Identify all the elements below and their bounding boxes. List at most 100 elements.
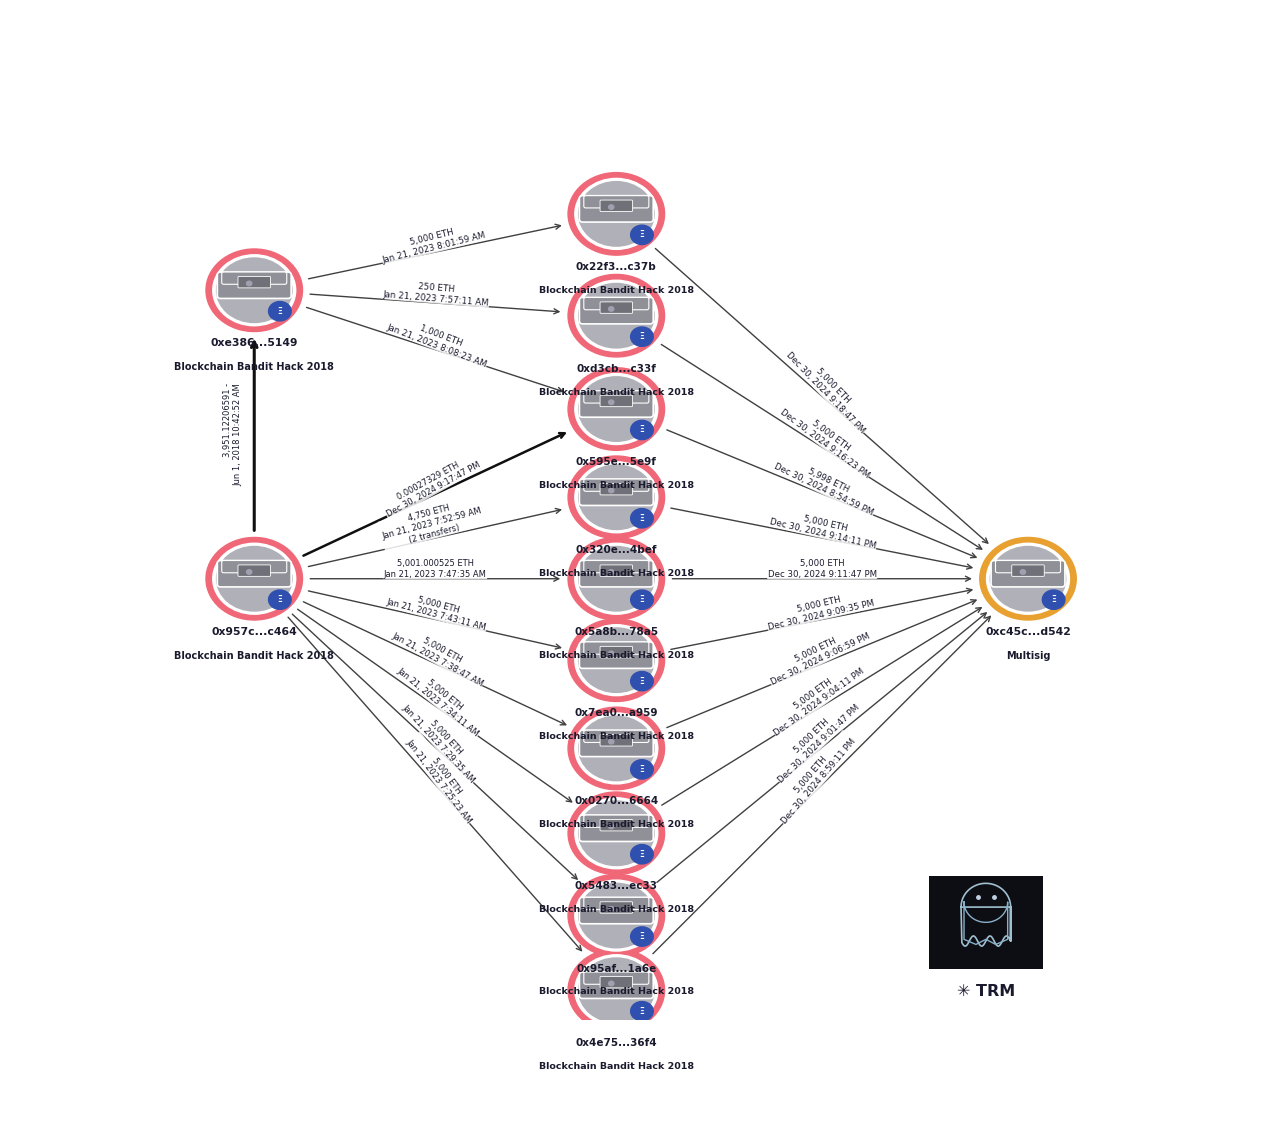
FancyBboxPatch shape (600, 902, 632, 913)
Circle shape (568, 619, 664, 701)
Circle shape (206, 249, 302, 331)
FancyBboxPatch shape (600, 976, 632, 988)
Text: 5,000 ETH
Dec 30, 2024 9:11:47 PM: 5,000 ETH Dec 30, 2024 9:11:47 PM (768, 559, 877, 579)
Text: 0x4e75...36f4: 0x4e75...36f4 (576, 1038, 657, 1049)
Text: 0x0270...6664: 0x0270...6664 (575, 796, 658, 807)
Text: 0.00027329 ETH
Dec 30, 2024 9:17:47 PM: 0.00027329 ETH Dec 30, 2024 9:17:47 PM (380, 452, 481, 519)
Circle shape (216, 258, 292, 322)
Circle shape (269, 590, 291, 610)
Text: 5,000 ETH
Jan 21, 2023 7:38:47 AM: 5,000 ETH Jan 21, 2023 7:38:47 AM (390, 622, 490, 689)
FancyBboxPatch shape (580, 391, 653, 417)
FancyBboxPatch shape (584, 897, 649, 910)
Text: Ξ: Ξ (640, 1006, 644, 1015)
FancyBboxPatch shape (218, 272, 291, 298)
FancyBboxPatch shape (584, 815, 649, 827)
Circle shape (579, 465, 654, 529)
Text: Ξ: Ξ (1051, 595, 1056, 604)
FancyBboxPatch shape (580, 897, 653, 924)
Text: 1,000 ETH
Jan 21, 2023 8:08:23 AM: 1,000 ETH Jan 21, 2023 8:08:23 AM (385, 313, 492, 369)
Circle shape (579, 884, 654, 948)
FancyBboxPatch shape (600, 646, 632, 658)
Text: 0x5a8b...78a5: 0x5a8b...78a5 (575, 627, 658, 637)
FancyBboxPatch shape (221, 272, 287, 284)
Circle shape (575, 543, 658, 614)
Text: 5,000 ETH
Dec 30, 2024 9:01:47 PM: 5,000 ETH Dec 30, 2024 9:01:47 PM (769, 696, 861, 785)
Text: 0xe386...5149: 0xe386...5149 (210, 338, 298, 348)
Text: 0x5483...ec33: 0x5483...ec33 (575, 881, 658, 892)
Circle shape (568, 456, 664, 539)
Circle shape (575, 798, 658, 869)
FancyBboxPatch shape (600, 201, 632, 212)
Circle shape (575, 955, 658, 1026)
Text: 5,000 ETH
Dec 30, 2024 9:06:59 PM: 5,000 ETH Dec 30, 2024 9:06:59 PM (764, 622, 872, 688)
Circle shape (631, 421, 653, 440)
Circle shape (631, 509, 653, 528)
FancyBboxPatch shape (584, 642, 649, 654)
Circle shape (568, 874, 664, 957)
FancyBboxPatch shape (929, 876, 1043, 970)
Circle shape (568, 173, 664, 256)
Circle shape (568, 707, 664, 790)
Text: 5,000 ETH
Dec 30, 2024 9:16:23 PM: 5,000 ETH Dec 30, 2024 9:16:23 PM (778, 399, 878, 480)
Circle shape (575, 462, 658, 533)
Circle shape (206, 537, 302, 620)
Circle shape (269, 301, 291, 321)
Circle shape (575, 713, 658, 784)
Circle shape (247, 281, 252, 285)
Text: Blockchain Bandit Hack 2018: Blockchain Bandit Hack 2018 (539, 570, 694, 578)
Text: 5,998 ETH
Dec 30, 2024 8:54:59 PM: 5,998 ETH Dec 30, 2024 8:54:59 PM (773, 453, 879, 518)
Text: 5,000 ETH
Dec 30, 2024 8:59:11 PM: 5,000 ETH Dec 30, 2024 8:59:11 PM (772, 730, 858, 826)
Circle shape (631, 327, 653, 346)
Text: Ξ: Ξ (640, 425, 644, 434)
FancyBboxPatch shape (584, 391, 649, 403)
Text: Ξ: Ξ (640, 764, 644, 774)
Text: 5,000 ETH
Jan 21, 2023 8:01:59 AM: 5,000 ETH Jan 21, 2023 8:01:59 AM (379, 220, 486, 265)
Circle shape (608, 981, 614, 986)
Circle shape (608, 488, 614, 493)
Text: 250 ETH
Jan 21, 2023 7:57:11 AM: 250 ETH Jan 21, 2023 7:57:11 AM (383, 280, 490, 307)
Circle shape (608, 824, 614, 829)
Circle shape (1042, 590, 1065, 610)
Circle shape (568, 792, 664, 874)
FancyBboxPatch shape (580, 560, 653, 587)
FancyBboxPatch shape (600, 735, 632, 746)
Text: Blockchain Bandit Hack 2018: Blockchain Bandit Hack 2018 (174, 651, 334, 660)
Circle shape (608, 307, 614, 312)
Circle shape (991, 547, 1066, 611)
Text: Ξ: Ξ (278, 595, 283, 604)
Text: 3,951.12206591 -
Jun 1, 2018 10:42:52 AM: 3,951.12206591 - Jun 1, 2018 10:42:52 AM (223, 383, 242, 486)
Circle shape (579, 628, 654, 692)
Text: Ξ: Ξ (640, 932, 644, 941)
Circle shape (608, 651, 614, 656)
Text: 0x7ea0...a959: 0x7ea0...a959 (575, 708, 658, 719)
Text: Ξ: Ξ (640, 676, 644, 685)
Text: Blockchain Bandit Hack 2018: Blockchain Bandit Hack 2018 (539, 387, 694, 397)
Circle shape (575, 281, 658, 351)
FancyBboxPatch shape (238, 276, 270, 288)
Circle shape (979, 537, 1076, 620)
Circle shape (216, 547, 292, 611)
Text: Blockchain Bandit Hack 2018: Blockchain Bandit Hack 2018 (539, 285, 694, 295)
Circle shape (579, 716, 654, 780)
Text: Blockchain Bandit Hack 2018: Blockchain Bandit Hack 2018 (539, 821, 694, 830)
FancyBboxPatch shape (600, 301, 632, 313)
Text: 0x957c...c464: 0x957c...c464 (211, 627, 297, 637)
Circle shape (579, 283, 654, 348)
Text: Blockchain Bandit Hack 2018: Blockchain Bandit Hack 2018 (539, 651, 694, 660)
FancyBboxPatch shape (218, 560, 291, 587)
Text: 5,000 ETH
Jan 21, 2023 7:43:11 AM: 5,000 ETH Jan 21, 2023 7:43:11 AM (385, 588, 490, 633)
FancyBboxPatch shape (996, 560, 1061, 573)
Circle shape (631, 845, 653, 864)
FancyBboxPatch shape (580, 972, 653, 998)
FancyBboxPatch shape (584, 479, 649, 492)
Circle shape (579, 377, 654, 441)
Circle shape (631, 590, 653, 610)
Circle shape (1020, 570, 1025, 574)
Text: 0xc45c...d542: 0xc45c...d542 (986, 627, 1071, 637)
Text: 5,000 ETH
Dec 30, 2024 9:09:35 PM: 5,000 ETH Dec 30, 2024 9:09:35 PM (764, 588, 876, 631)
Text: 4,750 ETH
Jan 21, 2023 7:52:59 AM
(2 transfers): 4,750 ETH Jan 21, 2023 7:52:59 AM (2 tra… (378, 496, 485, 551)
Circle shape (579, 547, 654, 611)
Text: 5,000 ETH
Jan 21, 2023 7:29:35 AM: 5,000 ETH Jan 21, 2023 7:29:35 AM (401, 697, 484, 785)
Text: Multisig: Multisig (1006, 651, 1051, 660)
Circle shape (631, 225, 653, 244)
